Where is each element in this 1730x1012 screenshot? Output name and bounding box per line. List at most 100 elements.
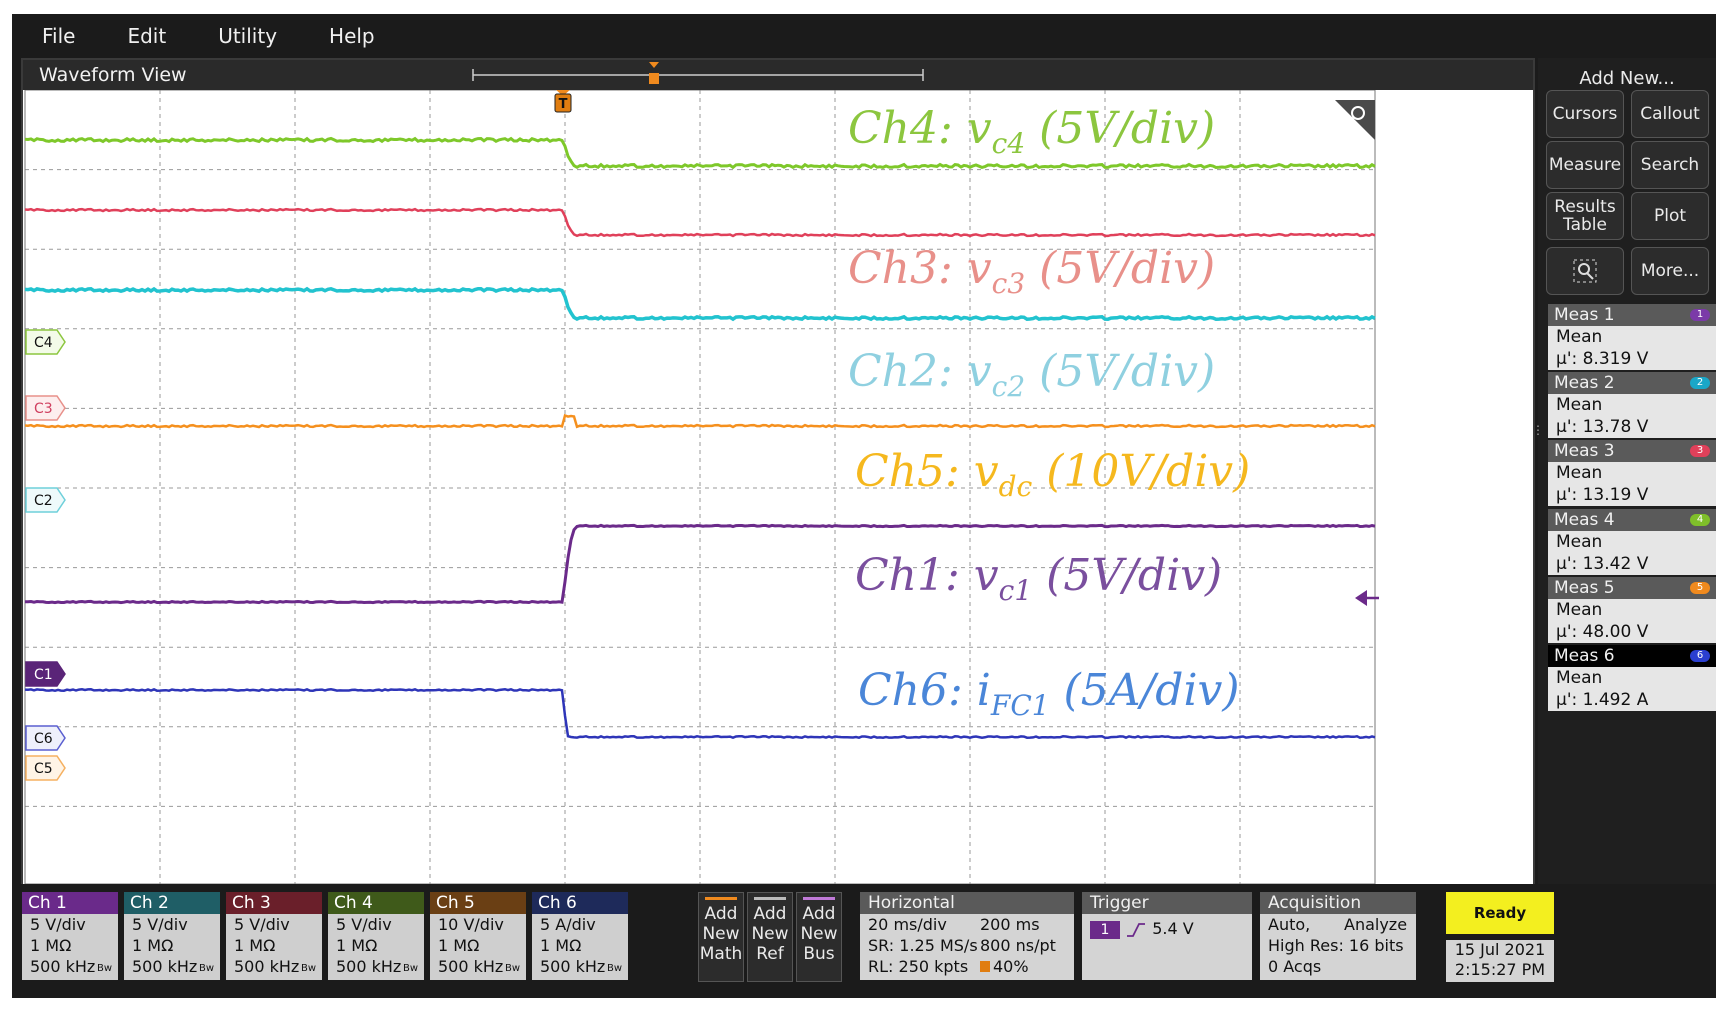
channel-name: Ch 1	[22, 892, 118, 914]
measurement-type: Mean	[1556, 395, 1603, 416]
add-button-color-bar	[803, 897, 835, 900]
channel-marker-c6[interactable]: C6	[25, 725, 66, 751]
measurement-type: Mean	[1556, 463, 1603, 484]
channel-marker-c1[interactable]: C1	[25, 661, 66, 687]
trigger-position-small-icon	[980, 961, 990, 972]
measurement-value: µ': 8.319 V	[1556, 349, 1649, 369]
acquisition-panel[interactable]: Acquisition Auto, Analyze High Res: 16 bi…	[1260, 892, 1416, 980]
channel-marker-c2[interactable]: C2	[25, 487, 66, 513]
acquisition-mode: Auto,	[1268, 915, 1311, 934]
acquisition-count: 0 Acqs	[1268, 957, 1322, 976]
trigger-position-icon[interactable]: T	[554, 90, 572, 113]
annotation-ch2: Ch2: vc2 (5V/div)	[848, 346, 1215, 403]
trace-ch6	[24, 687, 1376, 740]
more-button[interactable]: More...	[1631, 247, 1709, 295]
search-button[interactable]: Search	[1631, 141, 1709, 189]
add-button-label: Add	[802, 904, 836, 924]
results-table-button[interactable]: Results Table	[1546, 192, 1624, 240]
channel-scale: 5 V/div	[30, 915, 86, 934]
acquisition-title: Acquisition	[1260, 892, 1416, 914]
measure-button[interactable]: Measure	[1546, 141, 1624, 189]
callout-button[interactable]: Callout	[1631, 90, 1709, 138]
trace-ch1	[24, 523, 1376, 605]
channel-marker-c3[interactable]: C3	[25, 395, 66, 421]
trigger-level-arrow[interactable]	[1355, 590, 1379, 606]
channel-marker-c5[interactable]: C5	[25, 755, 66, 781]
horizontal-position: 200 ms	[980, 915, 1040, 934]
panel-resize-handle[interactable]: ⋮	[1532, 423, 1544, 437]
measurement-badge[interactable]: Meas 2 2 Mean µ': 13.78 V	[1548, 372, 1716, 439]
svg-text:T: T	[559, 97, 568, 112]
measurement-badge[interactable]: Meas 6 6 Mean µ': 1.492 A	[1548, 645, 1716, 711]
add-new-math-button[interactable]: Add New Math	[698, 892, 744, 982]
add-button-label: Add	[753, 904, 787, 924]
rising-edge-icon	[1127, 922, 1146, 937]
waveform-view-header: Waveform View	[23, 60, 1533, 90]
trace-ch4	[24, 136, 1376, 170]
channel-impedance: 1 MΩ	[336, 936, 378, 955]
menu-edit[interactable]: Edit	[127, 24, 167, 48]
analyze-label: Analyze	[1344, 915, 1408, 934]
channel-bandwidth: 500 kHz	[438, 957, 504, 976]
menu-help[interactable]: Help	[329, 24, 375, 48]
zoom-icon[interactable]	[1335, 100, 1375, 140]
horizontal-scale: 20 ms/div	[868, 915, 947, 934]
channel-scale: 10 V/div	[438, 915, 504, 934]
measurement-index-badge: 6	[1690, 650, 1710, 662]
plot-button[interactable]: Plot	[1631, 192, 1709, 240]
svg-text:C1: C1	[34, 667, 53, 683]
channel-scale: 5 A/div	[540, 915, 596, 934]
waveform-view[interactable]: Waveform View T	[21, 58, 1535, 888]
measurement-badge[interactable]: Meas 4 4 Mean µ': 13.42 V	[1548, 508, 1716, 575]
oscilloscope-window: File Edit Utility Help Waveform View T	[12, 14, 1716, 998]
measurement-index-badge: 1	[1690, 309, 1710, 321]
channel-bandwidth: 500 kHz	[336, 957, 402, 976]
trigger-title: Trigger	[1082, 892, 1252, 914]
measurement-badge[interactable]: Meas 1 1 Mean µ': 8.319 V	[1548, 304, 1716, 370]
waveform-plot[interactable]: T C4 C3 C2 C1	[23, 90, 1533, 886]
waveform-traces	[24, 136, 1376, 740]
measurement-type: Mean	[1556, 327, 1603, 347]
bandwidth-limit-icon: Bw	[402, 963, 418, 974]
channel-marker-c4[interactable]: C4	[25, 329, 66, 355]
overview-trigger-icon	[649, 73, 659, 84]
add-button-label: Add	[704, 904, 738, 924]
bandwidth-limit-icon: Bw	[96, 963, 112, 974]
trigger-level: 5.4 V	[1152, 919, 1194, 938]
channel-badge-5[interactable]: Ch 5 10 V/div 1 MΩ 500 kHz Bw	[430, 892, 526, 980]
annotation-ch1: Ch1: vc1 (5V/div)	[855, 550, 1222, 607]
add-new-title: Add New...	[1579, 68, 1675, 89]
menu-file[interactable]: File	[42, 24, 76, 48]
horizontal-panel[interactable]: Horizontal 20 ms/div 200 ms SR: 1.25 MS/s…	[860, 892, 1074, 980]
add-new-ref-button[interactable]: Add New Ref	[747, 892, 793, 982]
svg-text:C3: C3	[34, 401, 53, 417]
svg-text:C6: C6	[34, 731, 53, 747]
trigger-panel[interactable]: Trigger 1 5.4 V	[1082, 892, 1252, 980]
measurement-badge[interactable]: Meas 3 3 Mean µ': 13.19 V	[1548, 440, 1716, 507]
channel-impedance: 1 MΩ	[438, 936, 480, 955]
run-stop-ready-button[interactable]: Ready	[1446, 892, 1554, 934]
cursors-button[interactable]: Cursors	[1546, 90, 1624, 138]
record-overview[interactable]	[23, 60, 1533, 90]
side-panel: Add New... Cursors Callout Measure Searc…	[1532, 58, 1716, 884]
menu-utility[interactable]: Utility	[218, 24, 278, 48]
add-button-label: New	[800, 924, 838, 944]
measurement-value: µ': 1.492 A	[1556, 690, 1649, 710]
annotation-ch3: Ch3: vc3 (5V/div)	[848, 243, 1215, 300]
add-new-bus-button[interactable]: Add New Bus	[796, 892, 842, 982]
measurement-badge[interactable]: Meas 5 5 Mean µ': 48.00 V	[1548, 576, 1716, 643]
measurement-value: µ': 13.78 V	[1556, 417, 1649, 438]
zoom-search-button[interactable]	[1546, 247, 1624, 295]
date: 15 Jul 2021	[1454, 940, 1546, 959]
